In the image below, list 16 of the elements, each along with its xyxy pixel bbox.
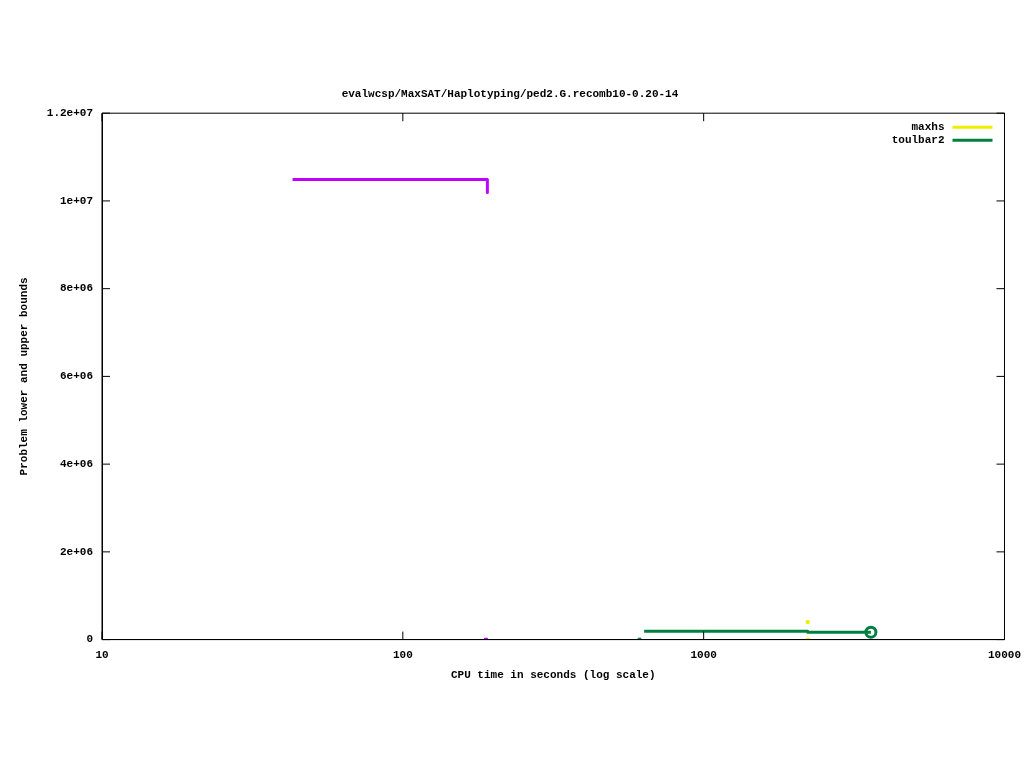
x-axis-title: CPU time in seconds (log scale) [450,669,656,682]
y-tick-label: 6e+06 [59,370,93,383]
x-tick-label: 100 [392,648,413,661]
y-tick-label: 1.2e+07 [46,106,93,119]
x-tick-label: 1000 [690,648,717,661]
legend-label: maxhs [911,120,945,133]
y-tick-label: 2e+06 [59,545,93,558]
y-axis-title: Problem lower and upper bounds [18,277,31,476]
y-tick-label: 4e+06 [59,457,93,470]
y-tick-label: 0 [86,633,93,646]
x-tick-label: 10 [95,648,109,661]
x-tick-label: 10000 [987,648,1022,661]
y-tick-label: 8e+06 [59,282,93,295]
chart-title: evalwcsp/MaxSAT/Haplotyping/ped2.G.recomb10-0.20-14 [341,88,679,101]
legend-label: toulbar2 [891,133,945,146]
y-tick-label: 1e+07 [59,194,93,207]
